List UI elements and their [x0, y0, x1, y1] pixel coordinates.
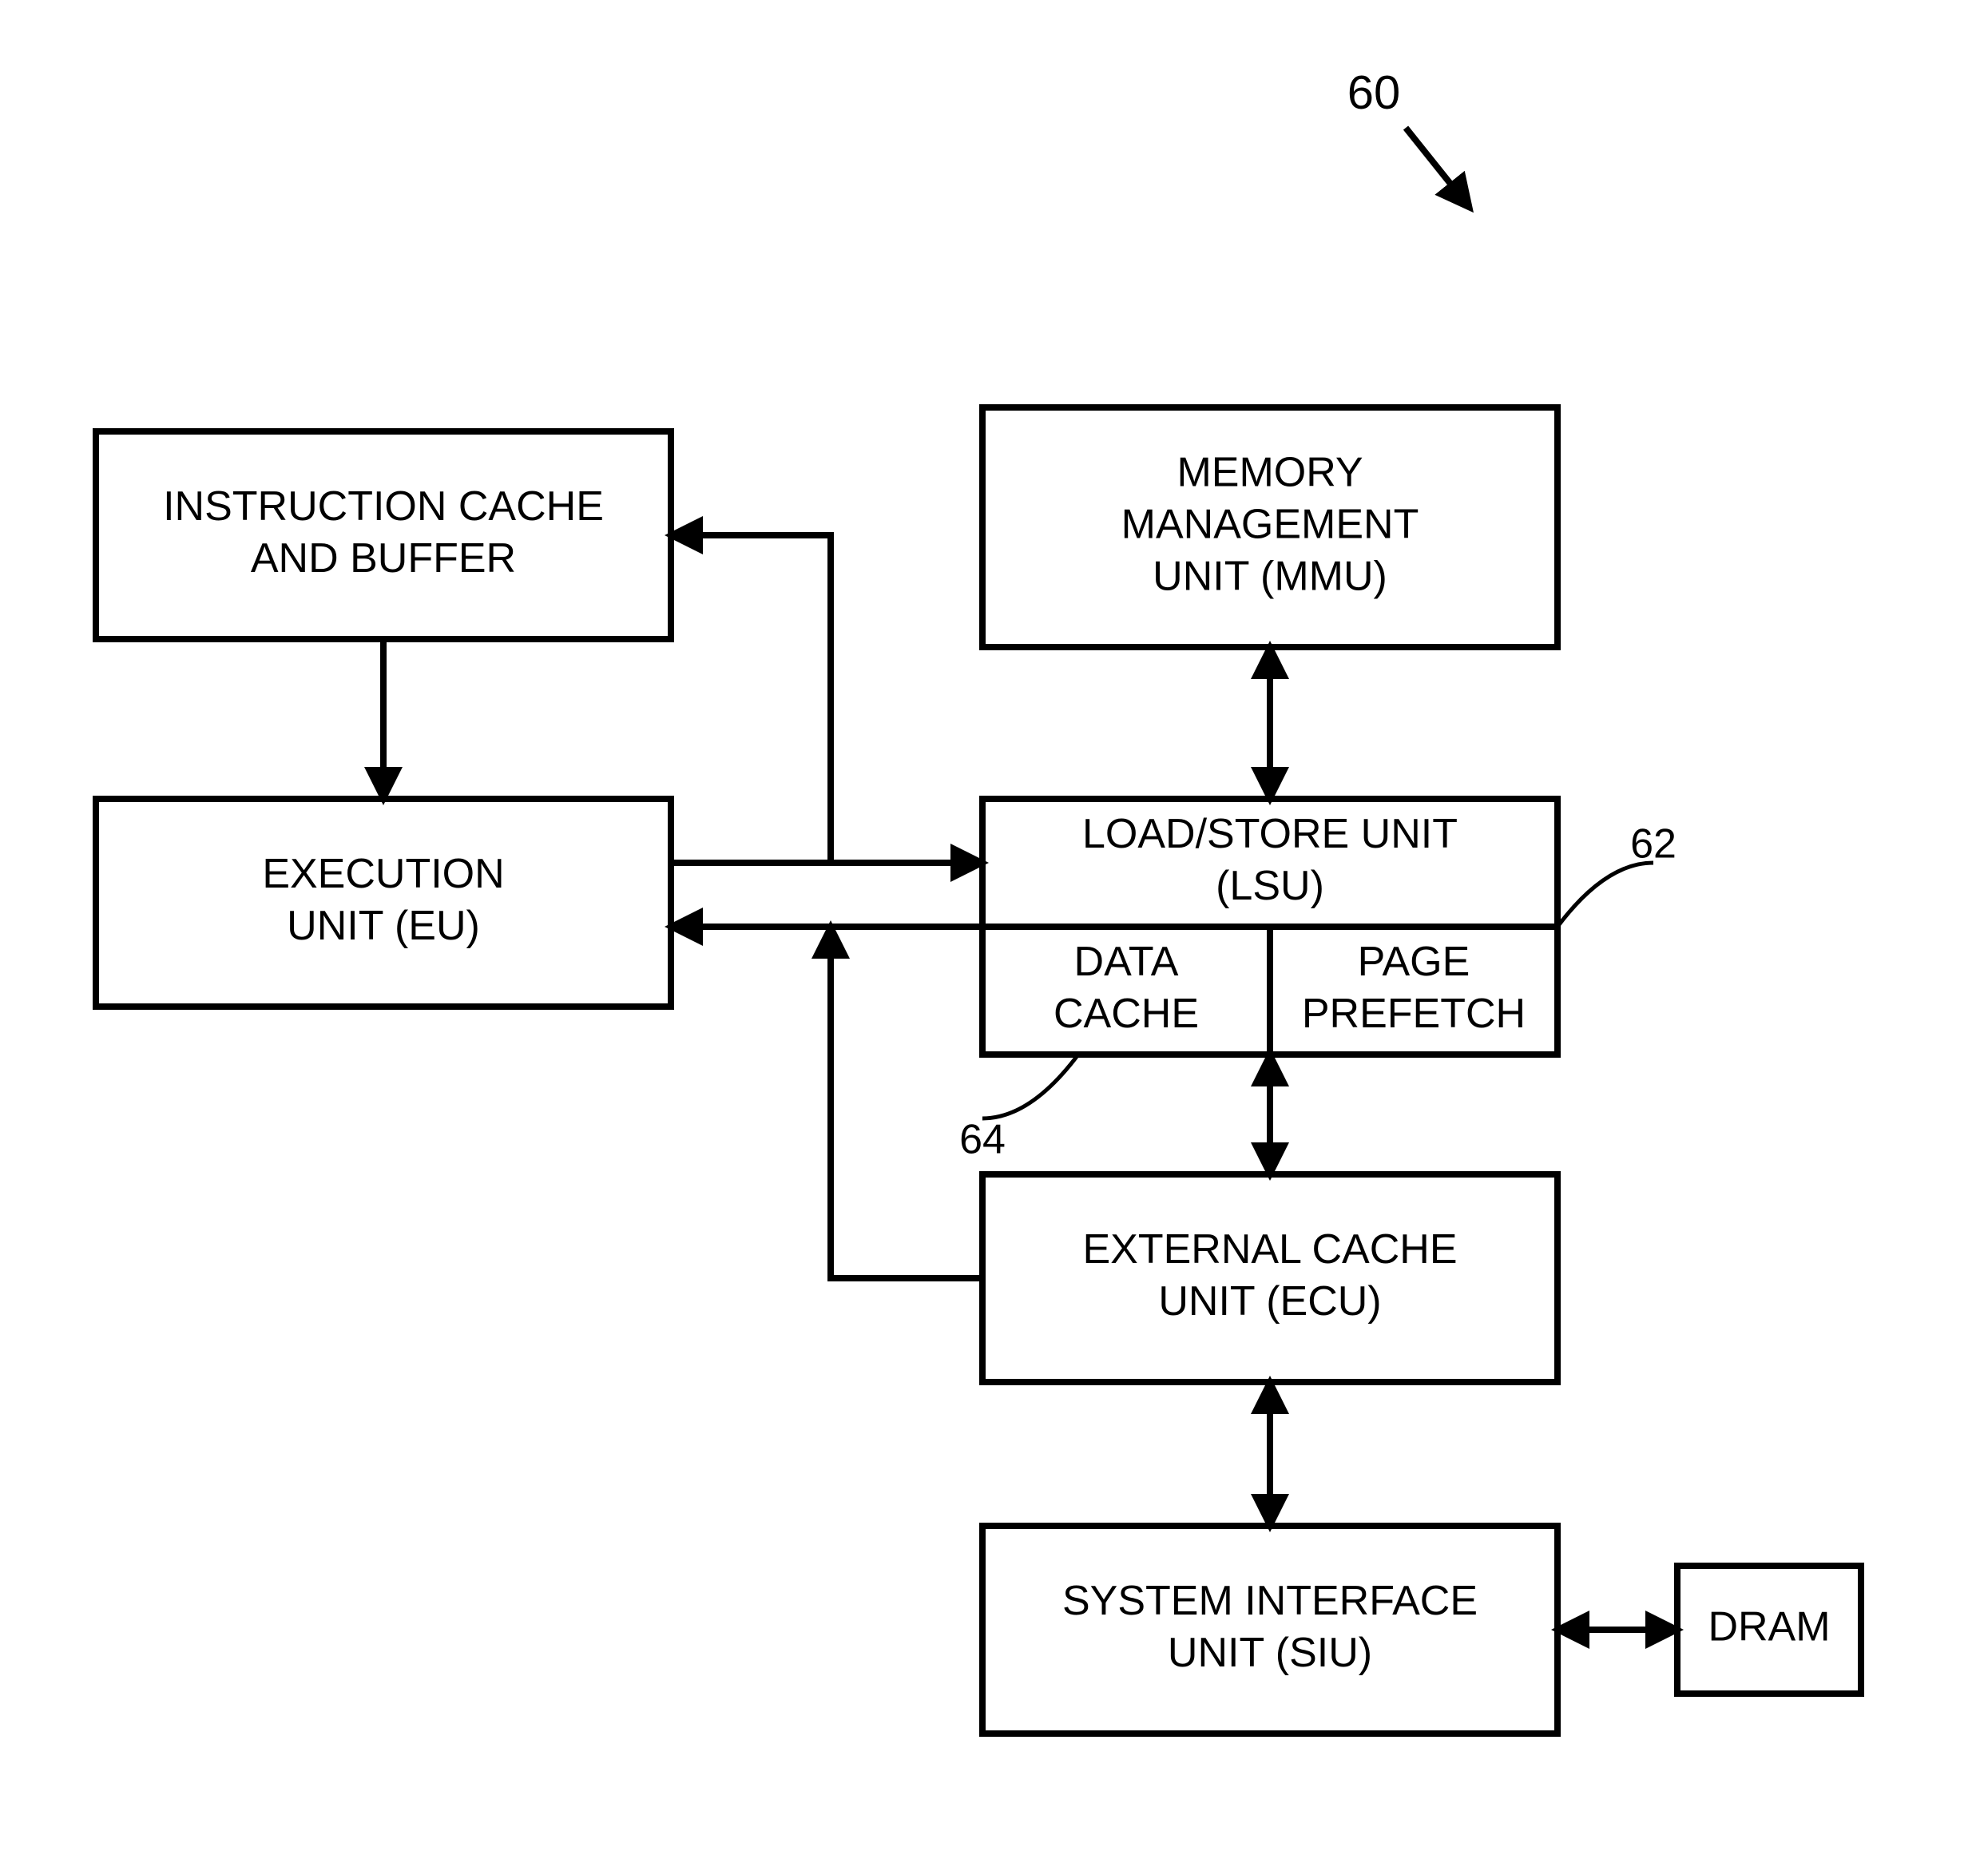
mmu-label-2: UNIT (MMU) — [1153, 554, 1387, 600]
lsu-label-1: (LSU) — [1216, 863, 1324, 909]
mmu-label-0: MEMORY — [1177, 450, 1363, 496]
callout-lead-c64 — [982, 1055, 1078, 1118]
siu-label-0: SYSTEM INTERFACE — [1062, 1578, 1478, 1624]
siu-label-1: UNIT (SIU) — [1168, 1630, 1372, 1676]
icb-label-0: INSTRUCTION CACHE — [163, 483, 604, 530]
lsu-label-0: LOAD/STORE UNIT — [1082, 811, 1458, 857]
pprefetch-label-1: PREFETCH — [1302, 991, 1526, 1037]
callout-lead-c62 — [1557, 863, 1653, 927]
pprefetch-label-0: PAGE — [1358, 939, 1470, 985]
dcache-label-1: CACHE — [1054, 991, 1199, 1037]
figure-ref-arrow — [1406, 128, 1470, 208]
dram-label-0: DRAM — [1708, 1604, 1830, 1650]
figure-ref-label: 60 — [1347, 66, 1401, 119]
edge-ecu-to-icb-polyline — [831, 927, 982, 1278]
callout-label-c64: 64 — [959, 1117, 1006, 1163]
dcache-label-0: DATA — [1074, 939, 1179, 985]
callout-label-c62: 62 — [1630, 821, 1677, 868]
icb-label-1: AND BUFFER — [251, 535, 516, 582]
ecu-label-1: UNIT (ECU) — [1158, 1278, 1381, 1325]
eu-label-1: UNIT (EU) — [287, 903, 480, 949]
ecu-label-0: EXTERNAL CACHE — [1082, 1226, 1457, 1273]
edge-lsu-top-to-icb — [671, 535, 831, 863]
mmu-label-1: MANAGEMENT — [1121, 502, 1419, 548]
eu-label-0: EXECUTION — [262, 851, 504, 897]
